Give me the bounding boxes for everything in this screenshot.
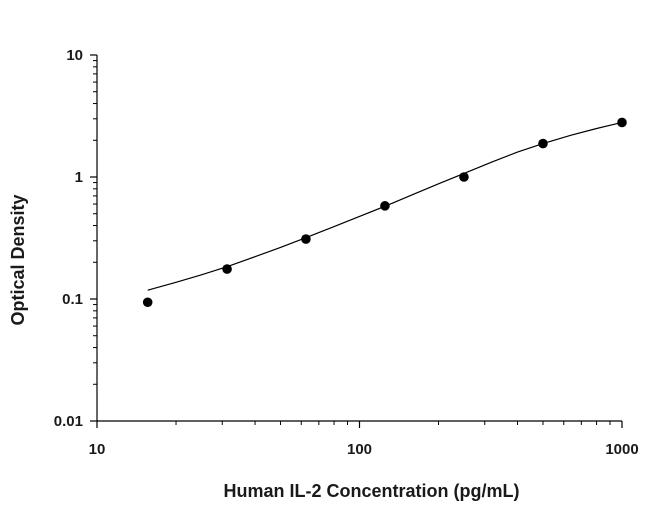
ticks [90,54,623,428]
y-tick-label: 1 [75,169,83,186]
y-tick-label: 0.01 [54,413,83,430]
data-point [301,234,311,244]
data-point [380,201,390,211]
x-tick-label: 1000 [605,441,638,458]
y-tick-label: 10 [66,47,83,64]
data-point [222,264,232,274]
x-tick-label: 10 [89,441,106,458]
x-axis-title: Human IL-2 Concentration (pg/mL) [224,481,520,501]
data-point [617,117,627,128]
data-point [538,138,548,149]
data-point [142,297,153,308]
axes [96,55,622,422]
data-points [142,117,627,308]
x-tick-label: 100 [347,441,372,458]
y-axis-title: Optical Density [8,194,28,325]
data-point [459,172,469,182]
y-tick-label: 0.1 [62,291,83,308]
tick-labels: 0.01 0.1 1 10 10 100 1000 [54,47,639,458]
